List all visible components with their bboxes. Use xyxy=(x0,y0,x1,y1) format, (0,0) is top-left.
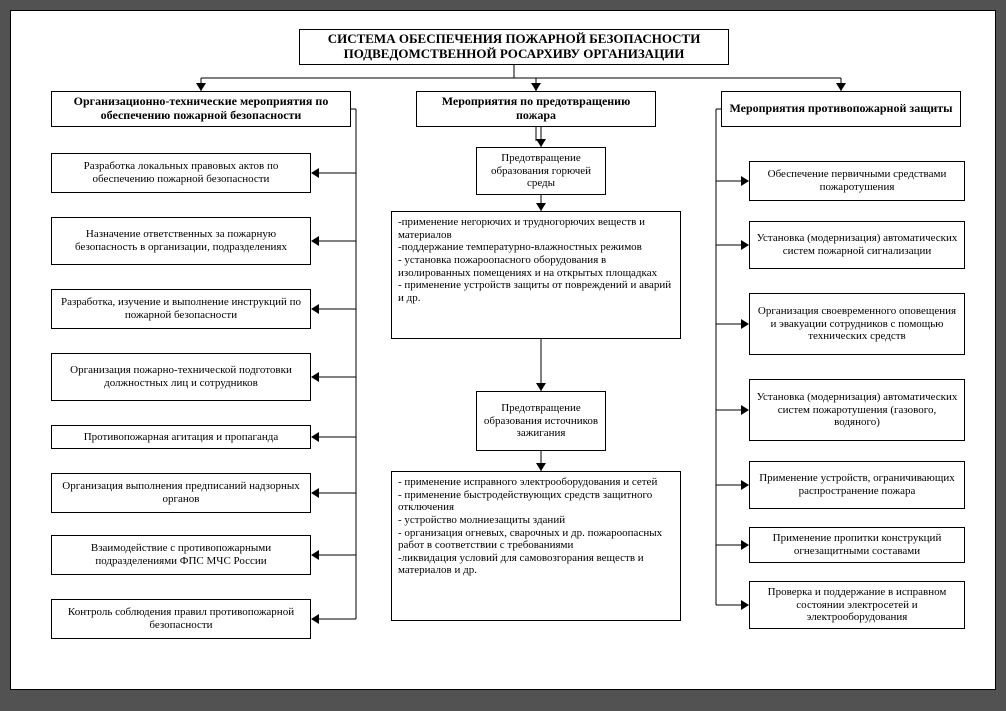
left-item: Разработка локальных правовых актов по о… xyxy=(51,153,311,193)
right-column-header: Мероприятия противопожарной защиты xyxy=(721,91,961,127)
middle-sub1: Предотвращение образования горючей среды xyxy=(476,147,606,195)
right-item: Установка (модернизация) автоматических … xyxy=(749,221,965,269)
middle-detail1: -применение негорючих и трудногорючих ве… xyxy=(391,211,681,339)
diagram-page: СИСТЕМА ОБЕСПЕЧЕНИЯ ПОЖАРНОЙ БЕЗОПАСНОСТ… xyxy=(10,10,996,690)
left-item: Организация выполнения предписаний надзо… xyxy=(51,473,311,513)
right-item: Применение пропитки конструкций огнезащи… xyxy=(749,527,965,563)
left-item: Противопожарная агитация и пропаганда xyxy=(51,425,311,449)
main-title: СИСТЕМА ОБЕСПЕЧЕНИЯ ПОЖАРНОЙ БЕЗОПАСНОСТ… xyxy=(299,29,729,65)
middle-column-header: Мероприятия по предотвращению пожара xyxy=(416,91,656,127)
middle-detail2: - применение исправного электрооборудова… xyxy=(391,471,681,621)
left-item: Контроль соблюдения правил противопожарн… xyxy=(51,599,311,639)
left-column-header: Организационно-технические мероприятия п… xyxy=(51,91,351,127)
right-item: Установка (модернизация) автоматических … xyxy=(749,379,965,441)
left-item: Назначение ответственных за пожарную без… xyxy=(51,217,311,265)
right-item: Организация своевременного оповещения и … xyxy=(749,293,965,355)
right-item: Применение устройств, ограничивающих рас… xyxy=(749,461,965,509)
left-item: Разработка, изучение и выполнение инстру… xyxy=(51,289,311,329)
middle-sub2: Предотвращение образования источников за… xyxy=(476,391,606,451)
left-item: Организация пожарно-технической подготов… xyxy=(51,353,311,401)
left-item: Взаимодействие с противопожарными подраз… xyxy=(51,535,311,575)
right-item: Обеспечение первичными средствами пожаро… xyxy=(749,161,965,201)
right-item: Проверка и поддержание в исправном состо… xyxy=(749,581,965,629)
